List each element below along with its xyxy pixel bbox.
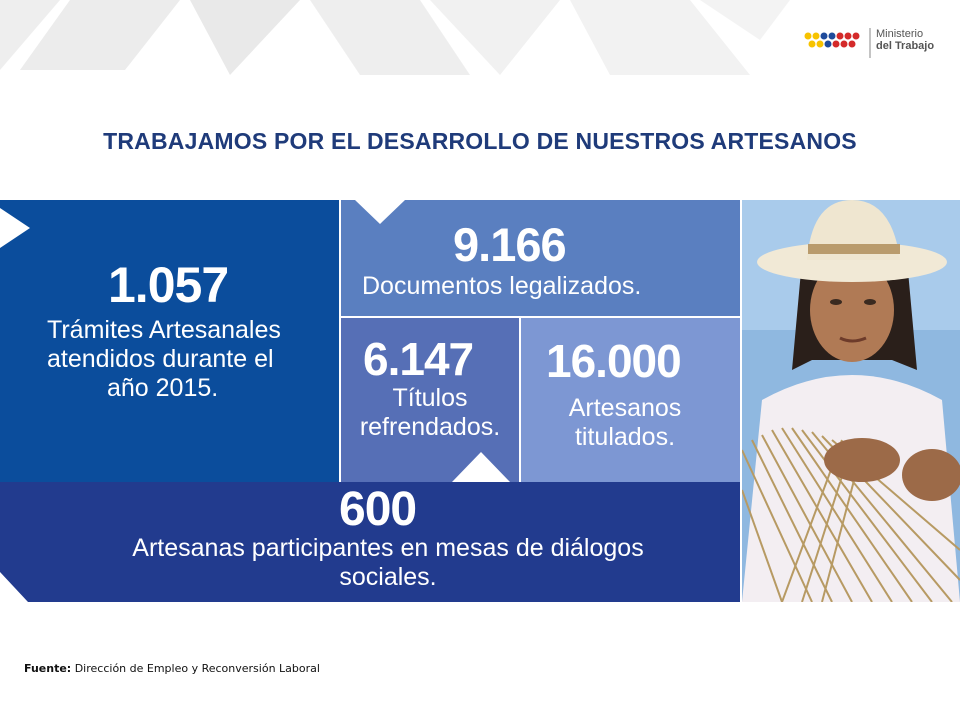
titulos-line1: Títulos xyxy=(392,384,468,412)
logo-text: Ministerio del Trabajo xyxy=(876,28,934,52)
artesanos-line2: titulados. xyxy=(574,423,676,451)
panel-titulos xyxy=(341,318,519,482)
documentos-number: 9.166 xyxy=(453,218,567,271)
header-decoration xyxy=(0,0,790,75)
titulos-line2: refrendados. xyxy=(359,413,501,441)
panel-participantes xyxy=(0,482,740,602)
titulos-desc: Títulos refrendados. xyxy=(352,384,508,442)
participantes-desc: Artesanas participantes en mesas de diál… xyxy=(88,534,688,592)
documentos-desc: Documentos legalizados. xyxy=(362,272,642,300)
participantes-number: 600 xyxy=(339,483,417,536)
participantes-line1: Artesanas participantes en mesas de diál… xyxy=(132,534,644,562)
artisan-photo xyxy=(742,200,960,602)
source-note: Fuente: Dirección de Empleo y Reconversi… xyxy=(24,662,320,675)
tramites-line2: atendidos durante el xyxy=(47,345,274,373)
logo-line2: del Trabajo xyxy=(876,40,935,52)
artesanos-number: 16.000 xyxy=(546,335,682,387)
tramites-desc: Trámites Artesanales atendidos durante e… xyxy=(47,316,281,403)
tramites-number: 1.057 xyxy=(108,257,229,313)
participantes-line2: sociales. xyxy=(339,563,437,591)
panel-documentos xyxy=(341,200,740,316)
artesanos-desc: Artesanos titulados. xyxy=(552,394,698,452)
tramites-line3: año 2015. xyxy=(107,374,219,402)
page-title: TRABAJAMOS POR EL DESARROLLO DE NUESTROS… xyxy=(103,128,857,154)
artesanos-line1: Artesanos xyxy=(568,394,682,422)
panel-artesanos xyxy=(521,318,740,482)
source-label: Fuente: xyxy=(24,662,72,675)
logo-line1: Ministerio xyxy=(876,28,924,40)
ministerio-logo xyxy=(804,28,871,58)
panel-tramites xyxy=(0,200,339,482)
titulos-number: 6.147 xyxy=(363,333,474,385)
tramites-line1: Trámites Artesanales xyxy=(47,316,281,344)
panel-notches xyxy=(0,200,510,602)
source-text: Dirección de Empleo y Reconversión Labor… xyxy=(71,662,320,675)
